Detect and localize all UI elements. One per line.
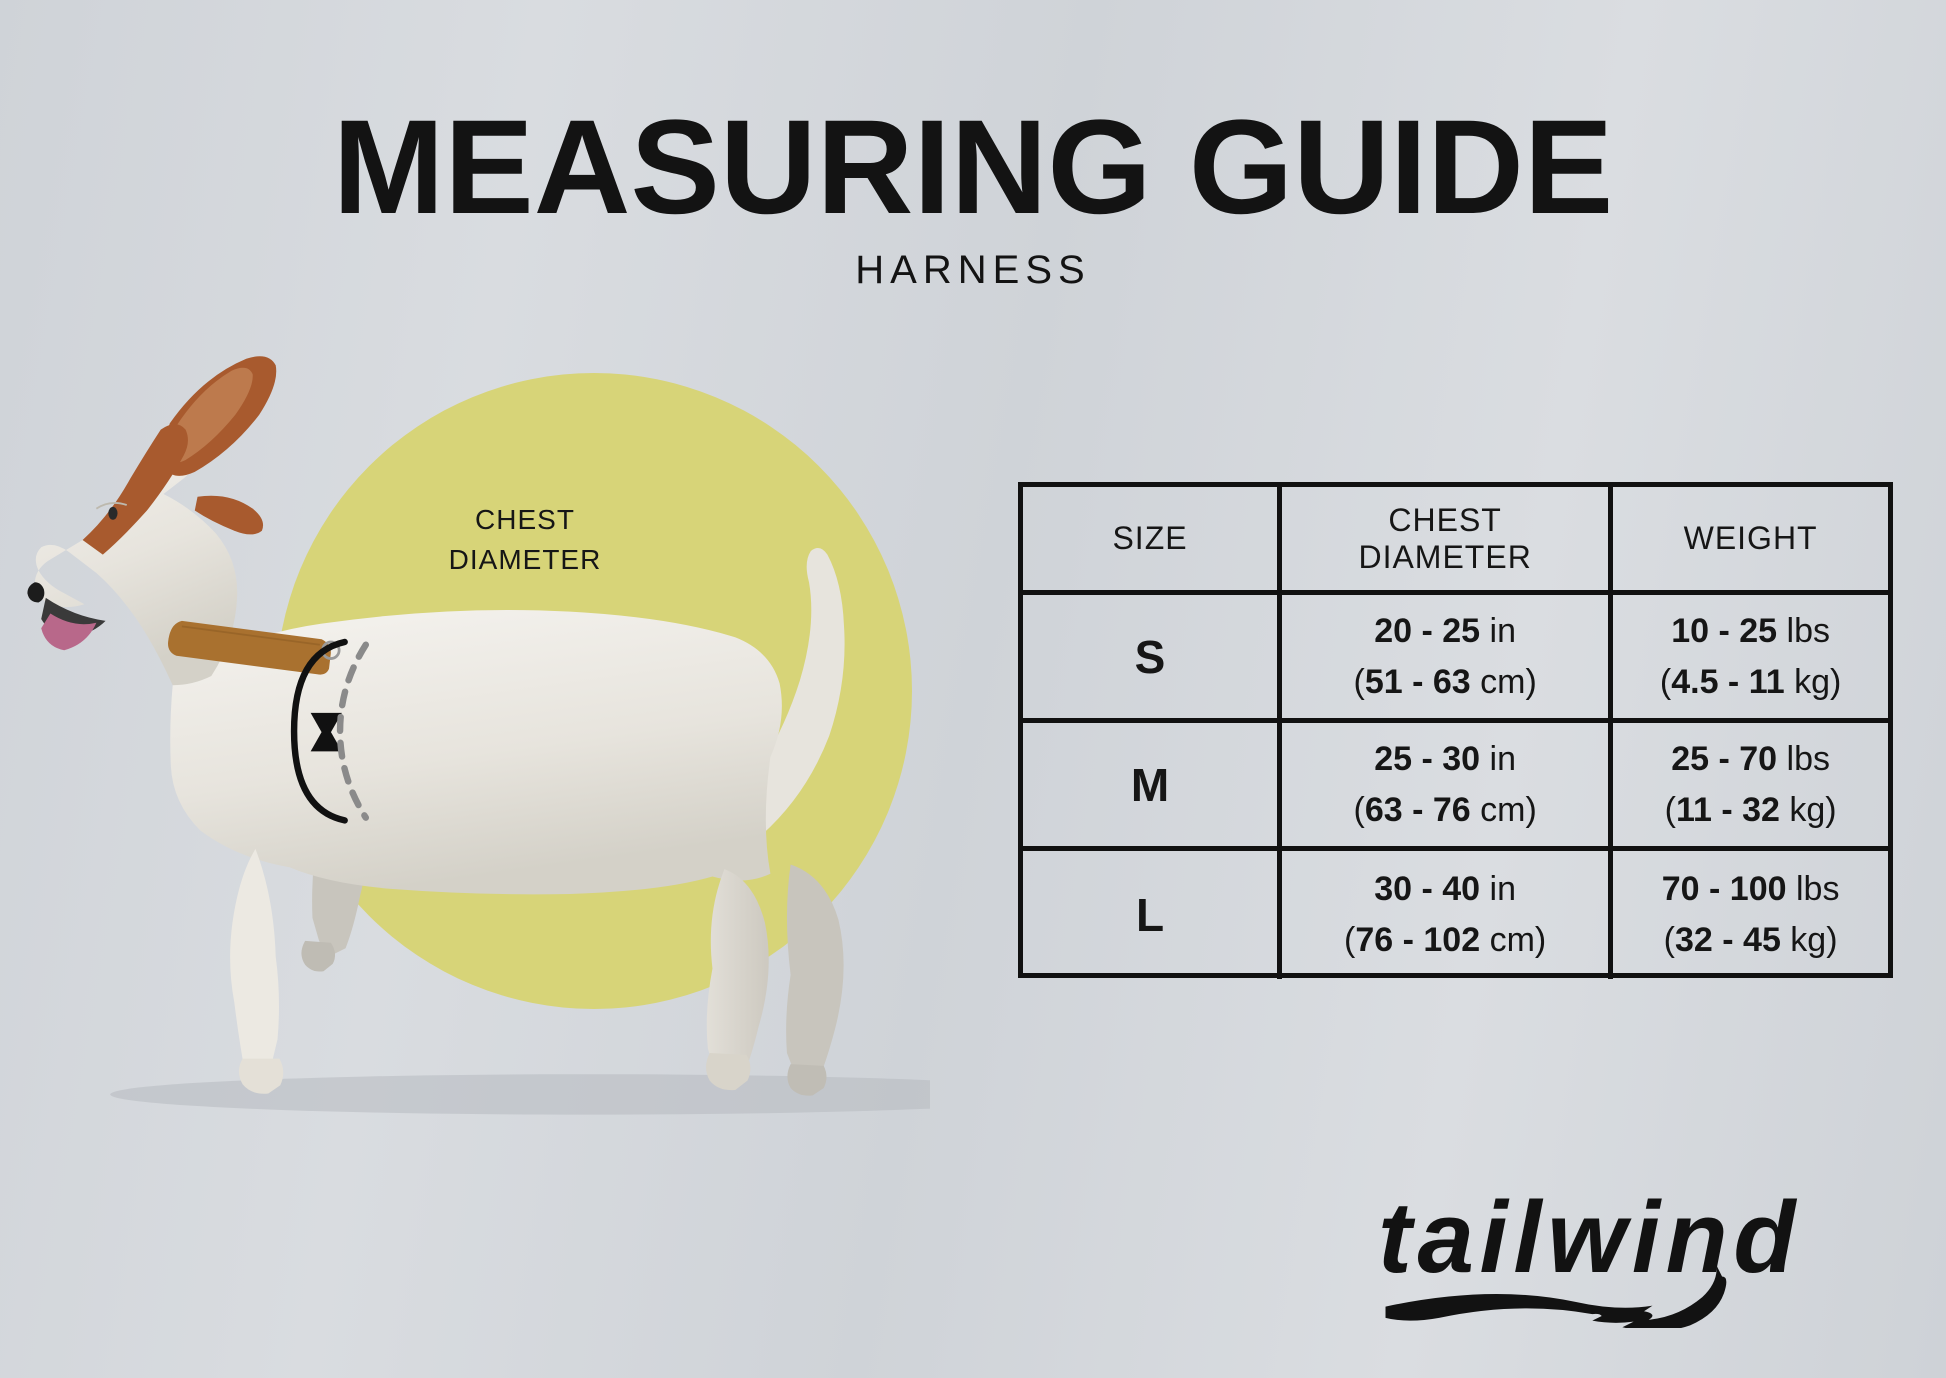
svg-text:tailwind: tailwind [1378, 1180, 1801, 1294]
